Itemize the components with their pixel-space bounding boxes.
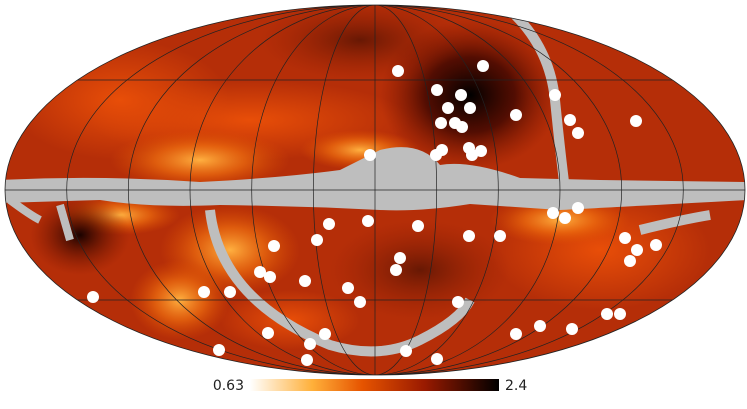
map-border: [4, 4, 746, 376]
colorbar-max-label: 2.4: [505, 378, 527, 394]
colorbar: [250, 379, 499, 391]
colorbar-min-label: 0.63: [213, 378, 244, 394]
source-points: [87, 60, 662, 366]
graticule: [5, 5, 745, 375]
